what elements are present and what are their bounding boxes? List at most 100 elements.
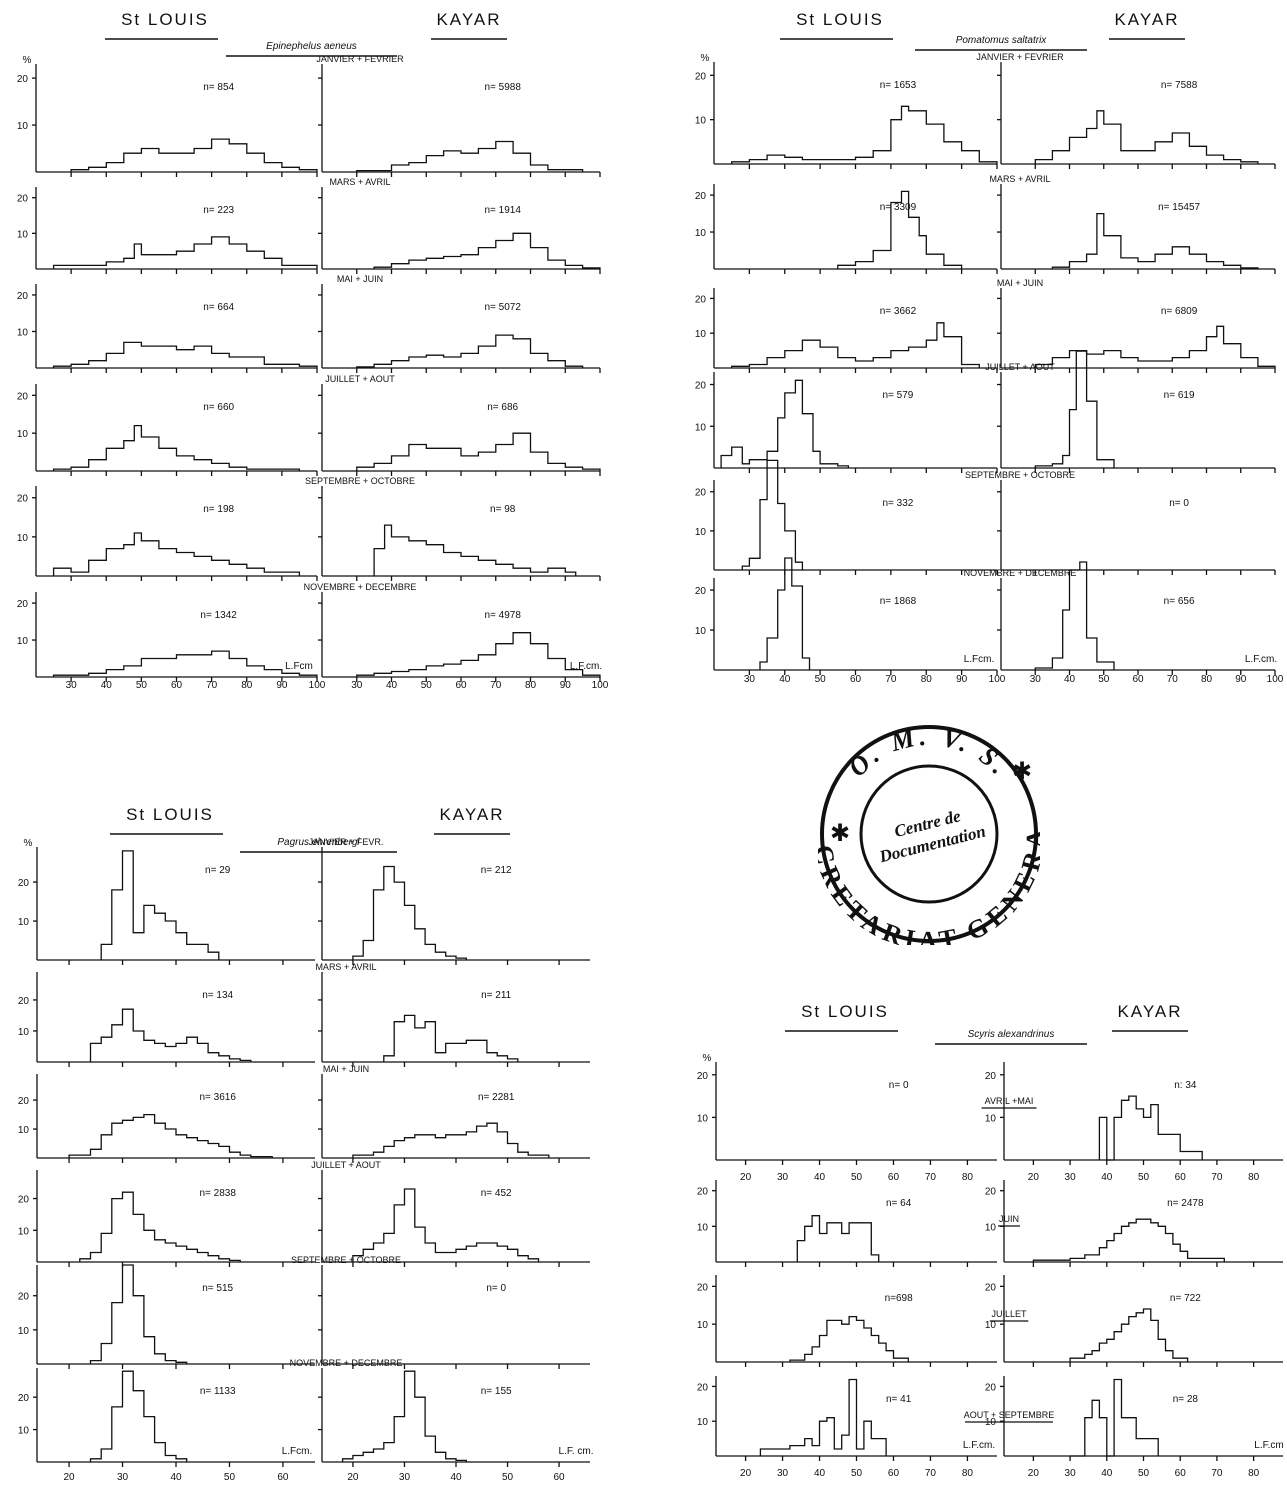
x-tick-label: 60 bbox=[554, 1472, 566, 1483]
site-left-title: St LOUIS bbox=[801, 1002, 889, 1021]
x-tick-label: 20 bbox=[64, 1472, 76, 1483]
x-tick-label: 80 bbox=[241, 680, 253, 691]
x-tick-label: 100 bbox=[309, 680, 326, 691]
unit-label-right: L.F.cm. bbox=[1245, 654, 1277, 665]
period-label: NOVEMBRE + DECEMBRE bbox=[964, 568, 1077, 578]
y-tick-label: 20 bbox=[985, 1282, 997, 1293]
left-sample-size: n= 1653 bbox=[880, 80, 917, 91]
x-tick-label: 90 bbox=[276, 680, 288, 691]
y-tick-label: 20 bbox=[695, 586, 707, 597]
right-sample-size: n= 6809 bbox=[1161, 306, 1198, 317]
y-tick-label: 10 bbox=[17, 533, 29, 544]
x-tick-label: 40 bbox=[1064, 674, 1076, 685]
y-tick-label: 20 bbox=[695, 381, 707, 392]
left-sample-size: n= 0 bbox=[889, 1080, 909, 1091]
x-tick-label: 60 bbox=[888, 1172, 900, 1183]
y-tick-label: 20 bbox=[18, 996, 30, 1007]
x-tick-label: 100 bbox=[592, 680, 609, 691]
site-right-title: KAYAR bbox=[1117, 1002, 1182, 1021]
y-tick-label: 20 bbox=[18, 1393, 30, 1404]
x-tick-label: 20 bbox=[347, 1472, 359, 1483]
right-histogram bbox=[353, 1123, 549, 1158]
x-tick-label: 50 bbox=[502, 1472, 514, 1483]
left-sample-size: n= 3309 bbox=[880, 202, 917, 213]
unit-label-left: L.Fcm. bbox=[964, 654, 995, 665]
unit-label-left: L.F.cm. bbox=[963, 1440, 995, 1451]
y-tick-label: 10 bbox=[697, 1222, 709, 1233]
y-axis-percent-label: % bbox=[701, 53, 710, 64]
left-histogram bbox=[91, 1371, 187, 1462]
y-tick-label: 10 bbox=[18, 1027, 30, 1038]
left-sample-size: n=698 bbox=[885, 1293, 914, 1304]
left-sample-size: n= 1868 bbox=[880, 596, 917, 607]
y-tick-label: 20 bbox=[695, 294, 707, 305]
period-label: SEPTEMBRE + OCTOBRE bbox=[965, 470, 1075, 480]
right-sample-size: n= 686 bbox=[487, 402, 518, 413]
species-title: Scyris alexandrinus bbox=[968, 1029, 1055, 1040]
species-title: Pomatomus saltatrix bbox=[956, 35, 1048, 46]
y-tick-label: 10 bbox=[695, 527, 707, 538]
right-histogram bbox=[374, 233, 600, 269]
y-tick-label: 20 bbox=[697, 1382, 709, 1393]
y-tick-label: 20 bbox=[17, 391, 29, 402]
y-tick-label: 20 bbox=[695, 71, 707, 82]
right-sample-size: n= 2478 bbox=[1167, 1198, 1204, 1209]
y-tick-label: 20 bbox=[17, 194, 29, 205]
x-tick-label: 50 bbox=[851, 1172, 863, 1183]
x-tick-label: 70 bbox=[885, 674, 897, 685]
x-tick-label: 50 bbox=[224, 1472, 236, 1483]
x-tick-label: 50 bbox=[851, 1468, 863, 1479]
x-tick-label: 90 bbox=[956, 674, 968, 685]
x-tick-label: 50 bbox=[1098, 674, 1110, 685]
left-histogram bbox=[732, 106, 997, 164]
left-histogram bbox=[54, 342, 317, 368]
stamp-star-left-icon: ✱ bbox=[830, 821, 850, 847]
x-tick-label: 20 bbox=[740, 1172, 752, 1183]
right-sample-size: n= 211 bbox=[481, 990, 512, 1001]
x-tick-label: 30 bbox=[1030, 674, 1042, 685]
x-tick-label: 80 bbox=[1201, 674, 1213, 685]
left-histogram bbox=[54, 651, 317, 677]
x-tick-label: 60 bbox=[850, 674, 862, 685]
left-sample-size: n= 3616 bbox=[199, 1092, 236, 1103]
y-tick-label: 20 bbox=[17, 494, 29, 505]
right-sample-size: n: 34 bbox=[1174, 1080, 1197, 1091]
x-tick-label: 40 bbox=[1101, 1172, 1113, 1183]
y-tick-label: 20 bbox=[17, 291, 29, 302]
period-label: MAI + JUIN bbox=[337, 274, 383, 284]
x-tick-label: 70 bbox=[1211, 1468, 1223, 1479]
y-tick-label: 10 bbox=[17, 327, 29, 338]
y-tick-label: 20 bbox=[18, 878, 30, 889]
period-label: JUILLET + AOUT bbox=[311, 1160, 381, 1170]
y-tick-label: 10 bbox=[985, 1320, 997, 1331]
right-histogram bbox=[1035, 326, 1275, 368]
left-histogram bbox=[54, 426, 300, 471]
x-tick-label: 60 bbox=[277, 1472, 289, 1483]
x-tick-label: 40 bbox=[814, 1468, 826, 1479]
y-axis-percent-label: % bbox=[24, 838, 33, 849]
y-tick-label: 20 bbox=[17, 599, 29, 610]
period-label: JANVIER + FEVRIER bbox=[976, 52, 1064, 62]
x-tick-label: 40 bbox=[101, 680, 113, 691]
right-histogram bbox=[357, 433, 600, 471]
left-histogram bbox=[760, 558, 810, 670]
x-tick-label: 30 bbox=[1065, 1468, 1077, 1479]
stamp-star-right-icon: ✱ bbox=[1012, 759, 1032, 785]
x-tick-label: 40 bbox=[386, 680, 398, 691]
left-sample-size: n= 854 bbox=[203, 82, 234, 93]
right-histogram bbox=[357, 335, 583, 368]
y-tick-label: 10 bbox=[18, 1426, 30, 1437]
left-histogram bbox=[54, 533, 300, 576]
right-histogram bbox=[1052, 214, 1258, 269]
x-tick-label: 60 bbox=[171, 680, 183, 691]
x-tick-label: 100 bbox=[989, 674, 1006, 685]
left-histogram bbox=[101, 851, 219, 960]
left-sample-size: n= 515 bbox=[202, 1283, 233, 1294]
site-left-title: St LOUIS bbox=[121, 10, 209, 29]
y-tick-label: 10 bbox=[18, 1326, 30, 1337]
period-label: JUILLET bbox=[991, 1309, 1027, 1319]
y-tick-label: 20 bbox=[17, 74, 29, 85]
period-label: MARS + AVRIL bbox=[989, 174, 1050, 184]
right-histogram bbox=[343, 1371, 467, 1462]
left-sample-size: n= 41 bbox=[886, 1394, 912, 1405]
